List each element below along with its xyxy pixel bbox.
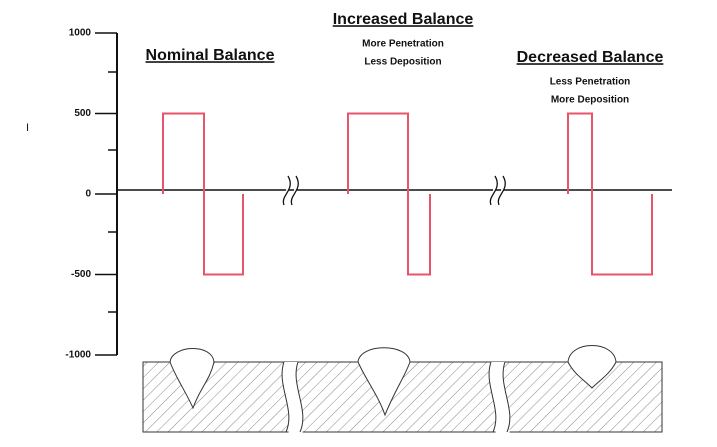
tick-label: 0 [85, 189, 91, 200]
positive-pulse [568, 114, 592, 195]
panel-note: Less Deposition [364, 57, 441, 68]
diagram: I 1000 500 0 -500 -1000 Nominal Balance Increa… [0, 0, 717, 447]
negative-pulse [592, 194, 652, 275]
negative-pulse [204, 194, 243, 275]
positive-pulse [348, 114, 408, 195]
panel-note: Less Penetration [550, 77, 631, 88]
panel-note: More Deposition [551, 95, 629, 106]
tick-label: -500 [71, 269, 91, 280]
tick-label: 1000 [69, 28, 92, 39]
workpiece [143, 346, 662, 447]
negative-pulse [408, 194, 430, 275]
panel-title: Decreased Balance [517, 49, 664, 66]
panel-note: More Penetration [362, 39, 444, 50]
y-label: I [26, 122, 29, 134]
tick-label: 500 [74, 108, 91, 119]
panel-title: Nominal Balance [146, 47, 275, 64]
minor-ticks [108, 72, 117, 312]
tick-label: -1000 [65, 350, 91, 361]
panel-title: Increased Balance [333, 11, 474, 28]
positive-pulse [163, 114, 204, 195]
